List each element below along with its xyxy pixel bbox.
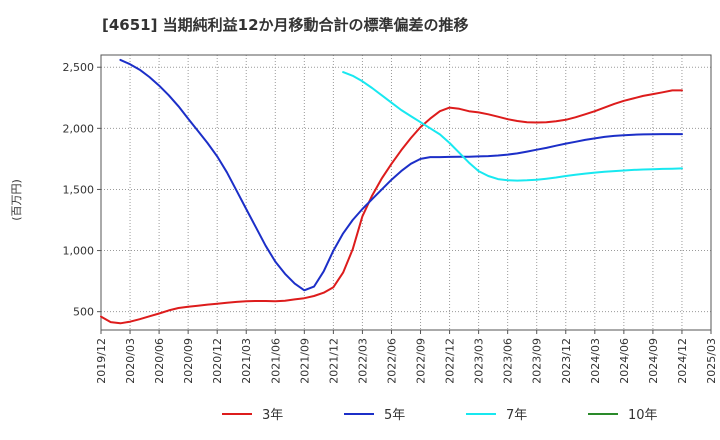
y-tick-label: 500 <box>73 306 94 319</box>
y-tick-label: 2,500 <box>63 61 95 74</box>
x-tick-label: 2020/12 <box>211 338 224 384</box>
y-tick-label: 1,000 <box>63 245 95 258</box>
series-lines <box>100 58 683 325</box>
x-tick-label: 2023/12 <box>560 338 573 384</box>
x-tick-label: 2024/09 <box>647 338 660 384</box>
y-axis-label: (百万円) <box>10 179 23 221</box>
x-tick-label: 2021/09 <box>298 338 311 384</box>
legend-label-10年: 10年 <box>628 408 658 423</box>
x-tick-label: 2022/06 <box>385 338 398 384</box>
x-tick-label: 2019/12 <box>95 338 108 384</box>
x-tick-label: 2020/09 <box>182 338 195 384</box>
x-tick-label: 2022/12 <box>444 338 457 384</box>
x-tick-label: 2023/06 <box>502 338 515 384</box>
x-tick-label: 2020/03 <box>124 338 137 384</box>
legend: 3年 5年 7年 10年 <box>222 408 658 423</box>
series-line-3年 <box>100 89 683 325</box>
x-tick-label: 2024/12 <box>676 338 689 384</box>
x-tick-label: 2021/06 <box>269 338 282 384</box>
y-tick-label: 2,000 <box>63 122 95 135</box>
chart-title: [4651] 当期純利益12か月移動合計の標準偏差の推移 <box>102 16 469 34</box>
x-tick-label: 2022/03 <box>356 338 369 384</box>
legend-label-5年: 5年 <box>384 408 405 423</box>
plot-area-frame <box>100 54 712 331</box>
legend-label-7年: 7年 <box>506 408 527 423</box>
y-axis-ticks: 500 1,000 1,500 2,000 2,500 <box>63 61 101 319</box>
x-tick-label: 2024/03 <box>589 338 602 384</box>
legend-label-3年: 3年 <box>262 408 283 423</box>
x-tick-label: 2020/06 <box>153 338 166 384</box>
grid-lines <box>101 55 711 330</box>
x-tick-label: 2021/03 <box>240 338 253 384</box>
y-tick-label: 1,500 <box>63 183 95 196</box>
series-line-7年 <box>342 71 683 182</box>
series-line-5年 <box>119 58 683 292</box>
x-tick-label: 2024/06 <box>618 338 631 384</box>
x-tick-label: 2023/03 <box>473 338 486 384</box>
x-tick-label: 2022/09 <box>415 338 428 384</box>
x-tick-label: 2023/09 <box>531 338 544 384</box>
x-tick-label: 2021/12 <box>327 338 340 384</box>
x-tick-label: 2025/03 <box>705 338 718 384</box>
x-axis-ticks: 2019/12 2020/03 2020/06 2020/09 2020/12 2021/… <box>95 330 718 384</box>
